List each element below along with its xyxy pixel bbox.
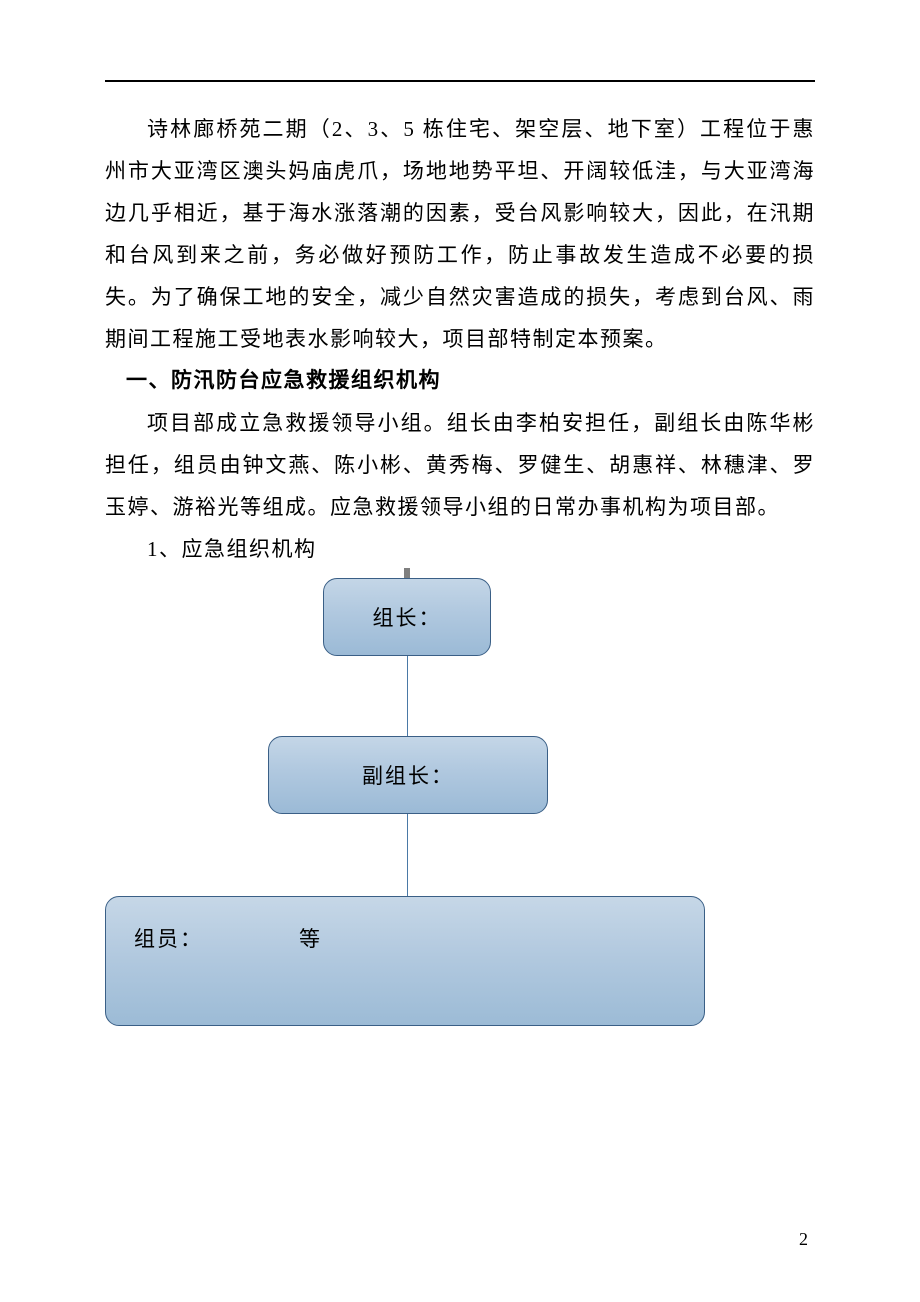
org-node-deputy-label: 副组长： (362, 760, 454, 790)
intro-paragraph: 诗林廊桥苑二期（2、3、5 栋住宅、架空层、地下室）工程位于惠州市大亚湾区澳头妈… (105, 108, 815, 360)
org-node-members-label-b: 等 (299, 923, 322, 953)
org-chart: 组长： 副组长： 组员： 等 (105, 578, 815, 1058)
org-node-deputy: 副组长： (268, 736, 548, 814)
page-number: 2 (799, 1229, 808, 1250)
org-connector-1 (407, 656, 408, 736)
org-node-leader-label: 组长： (373, 602, 442, 632)
org-node-members-label-a: 组员： (134, 923, 203, 953)
body-paragraph-2: 项目部成立急救援领导小组。组长由李柏安担任，副组长由陈华彬担任，组员由钟文燕、陈… (105, 402, 815, 528)
org-node-leader: 组长： (323, 578, 491, 656)
section-heading-1: 一、防汛防台应急救援组织机构 (105, 360, 815, 402)
document-page: 诗林廊桥苑二期（2、3、5 栋住宅、架空层、地下室）工程位于惠州市大亚湾区澳头妈… (0, 0, 920, 1302)
header-rule (105, 80, 815, 82)
org-node-members: 组员： 等 (105, 896, 705, 1026)
org-connector-2 (407, 814, 408, 896)
body-paragraph-3: 1、应急组织机构 (105, 528, 815, 570)
content-area: 诗林廊桥苑二期（2、3、5 栋住宅、架空层、地下室）工程位于惠州市大亚湾区澳头妈… (105, 108, 815, 1058)
